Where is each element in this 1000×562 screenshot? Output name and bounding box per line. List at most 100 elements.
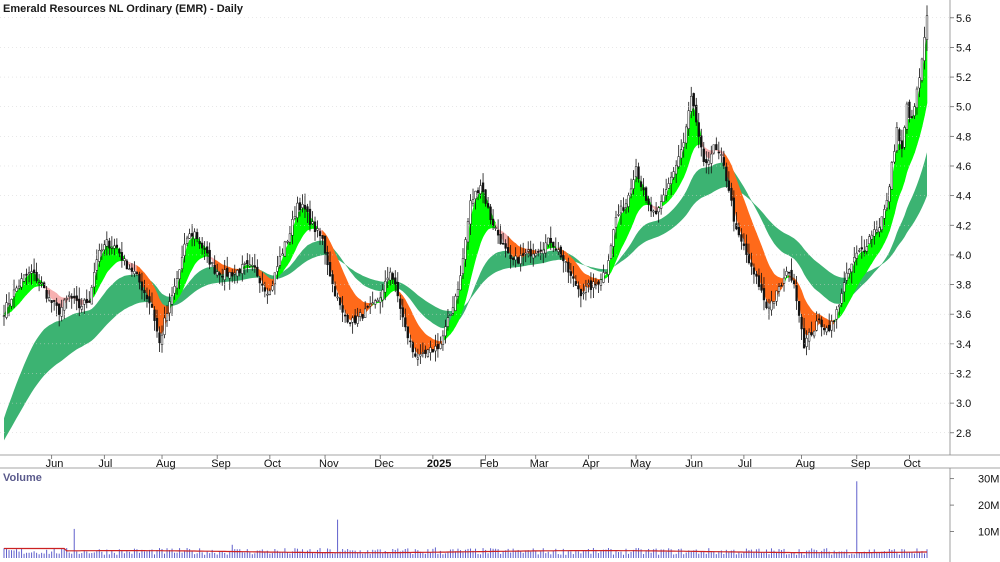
candle-body [557,249,560,252]
candle-body [419,354,422,357]
short-term-ma-band-segment [635,176,639,217]
candle-body [905,103,909,130]
candle-body [820,319,823,328]
candle-body [624,203,628,208]
candle-body [233,272,236,275]
time-tick-label: Aug [796,458,816,470]
candle-body [173,286,176,294]
candle-body [534,253,537,257]
candle-body [920,58,924,81]
candle-body [2,315,6,317]
candle-body [481,182,485,193]
candle-body [168,301,171,314]
candle-body [414,353,417,357]
candle-body [153,309,156,321]
candle-body [193,231,196,240]
candle-body [639,181,643,188]
price-tick-label: 3.4 [956,339,971,351]
candle-body [471,199,475,204]
price-tick-label: 3.2 [956,368,971,380]
volume-tick-label: 10M [978,527,999,539]
candle-body [381,289,384,301]
candle-body [700,135,703,148]
candle-body [715,144,718,151]
candle-body [7,303,11,306]
candle-body [680,149,683,159]
candle-body [479,185,482,194]
candle-body [649,204,653,212]
candle-body [53,300,56,302]
candle-body [409,340,412,343]
candle-body [702,148,705,163]
candle-body [647,198,650,205]
time-tick-label: Jul [738,458,752,470]
candle-body [336,296,339,299]
candle-body [369,304,372,307]
candle-body [812,330,816,337]
candle-body [459,275,462,291]
candle-body [281,253,284,256]
candle-body [802,328,806,349]
candle-body [489,206,492,220]
price-tick-label: 4.4 [956,191,971,203]
candle-body [83,299,86,305]
candle-body [496,229,500,236]
candle-body [426,349,430,357]
price-tick-label: 5.6 [956,13,971,25]
candle-body [85,298,88,303]
candle-body [429,347,432,353]
candle-body [544,242,547,254]
candle-body [675,165,678,175]
candle-body [379,297,382,303]
candle-body [404,317,407,328]
candle-body [800,316,803,330]
candle-body [787,271,791,274]
candle-body [160,334,164,345]
short-term-ma-band-segment [51,289,55,301]
candle-body [737,226,741,236]
candle-body [175,278,179,289]
candle-body [353,315,357,324]
candle-body [913,106,916,117]
candle-body [60,307,63,317]
candle-body [301,204,304,208]
candle-body [258,277,261,284]
candle-body [293,216,297,219]
candle-body [308,208,312,225]
candle-body [241,264,244,274]
candle-body [665,189,668,196]
candle-body [685,126,688,144]
candle-body [878,227,881,233]
candle-body [619,205,623,214]
candle-body [165,313,169,322]
candle-body [155,318,159,332]
candle-body [695,104,698,123]
candle-body [113,245,116,249]
candle-body [216,271,219,276]
candle-body [602,272,605,283]
candle-body [188,233,191,239]
candle-body [37,282,41,284]
candle-body [690,95,693,112]
price-tick-label: 4.0 [956,250,971,262]
candle-body [627,195,630,207]
candle-body [918,77,921,89]
candle-body [248,264,251,267]
candle-body [35,271,38,282]
candle-body [331,274,334,285]
candle-body [599,279,603,286]
candle-body [454,295,457,311]
candle-body [133,270,136,275]
candle-body [246,260,249,265]
candle-body [364,308,367,318]
candle-body [657,207,660,213]
volume-tick-label: 30M [978,474,999,486]
candle-body [579,288,583,297]
candle-body [923,37,926,61]
candle-body [705,159,708,164]
candle-body [757,275,761,287]
short-term-ma-band-segment [477,190,481,252]
price-tick-label: 3.6 [956,309,971,321]
candle-body [677,156,680,167]
candle-body [326,252,329,266]
